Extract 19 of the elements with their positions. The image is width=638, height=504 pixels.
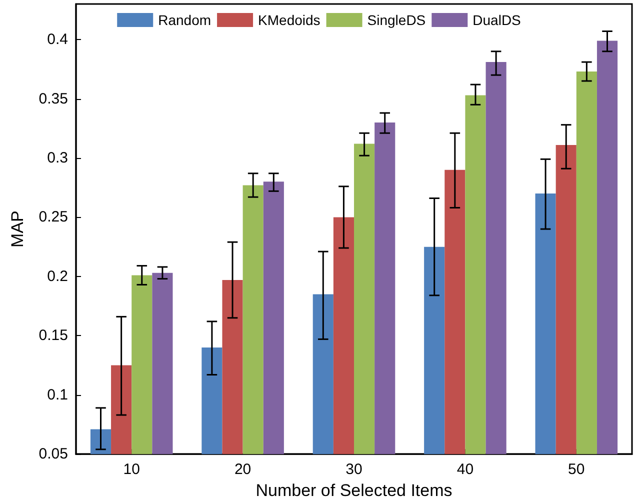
legend-label: KMedoids bbox=[258, 12, 320, 28]
x-tick-label: 10 bbox=[123, 461, 140, 478]
legend-label: Random bbox=[158, 12, 212, 28]
x-axis-title: Number of Selected Items bbox=[256, 481, 452, 500]
legend-label: SingleDS bbox=[367, 12, 426, 28]
y-axis-title: MAP bbox=[8, 210, 27, 248]
x-tick-label: 30 bbox=[346, 461, 362, 478]
y-tick-label: 0.3 bbox=[47, 149, 68, 166]
y-tick-label: 0.25 bbox=[38, 208, 68, 226]
x-tick-label: 50 bbox=[568, 461, 585, 478]
y-tick-label: 0.1 bbox=[47, 386, 68, 404]
y-tick-label: 0.15 bbox=[38, 327, 68, 344]
legend-label: DualDS bbox=[472, 12, 521, 28]
y-tick-label: 0.05 bbox=[38, 446, 68, 463]
y-tick-label: 0.2 bbox=[47, 268, 68, 285]
x-tick-label: 40 bbox=[456, 461, 474, 478]
x-tick-label: 20 bbox=[234, 461, 252, 478]
y-tick-label: 0.35 bbox=[38, 90, 68, 108]
y-tick-label: 0.4 bbox=[47, 31, 68, 48]
